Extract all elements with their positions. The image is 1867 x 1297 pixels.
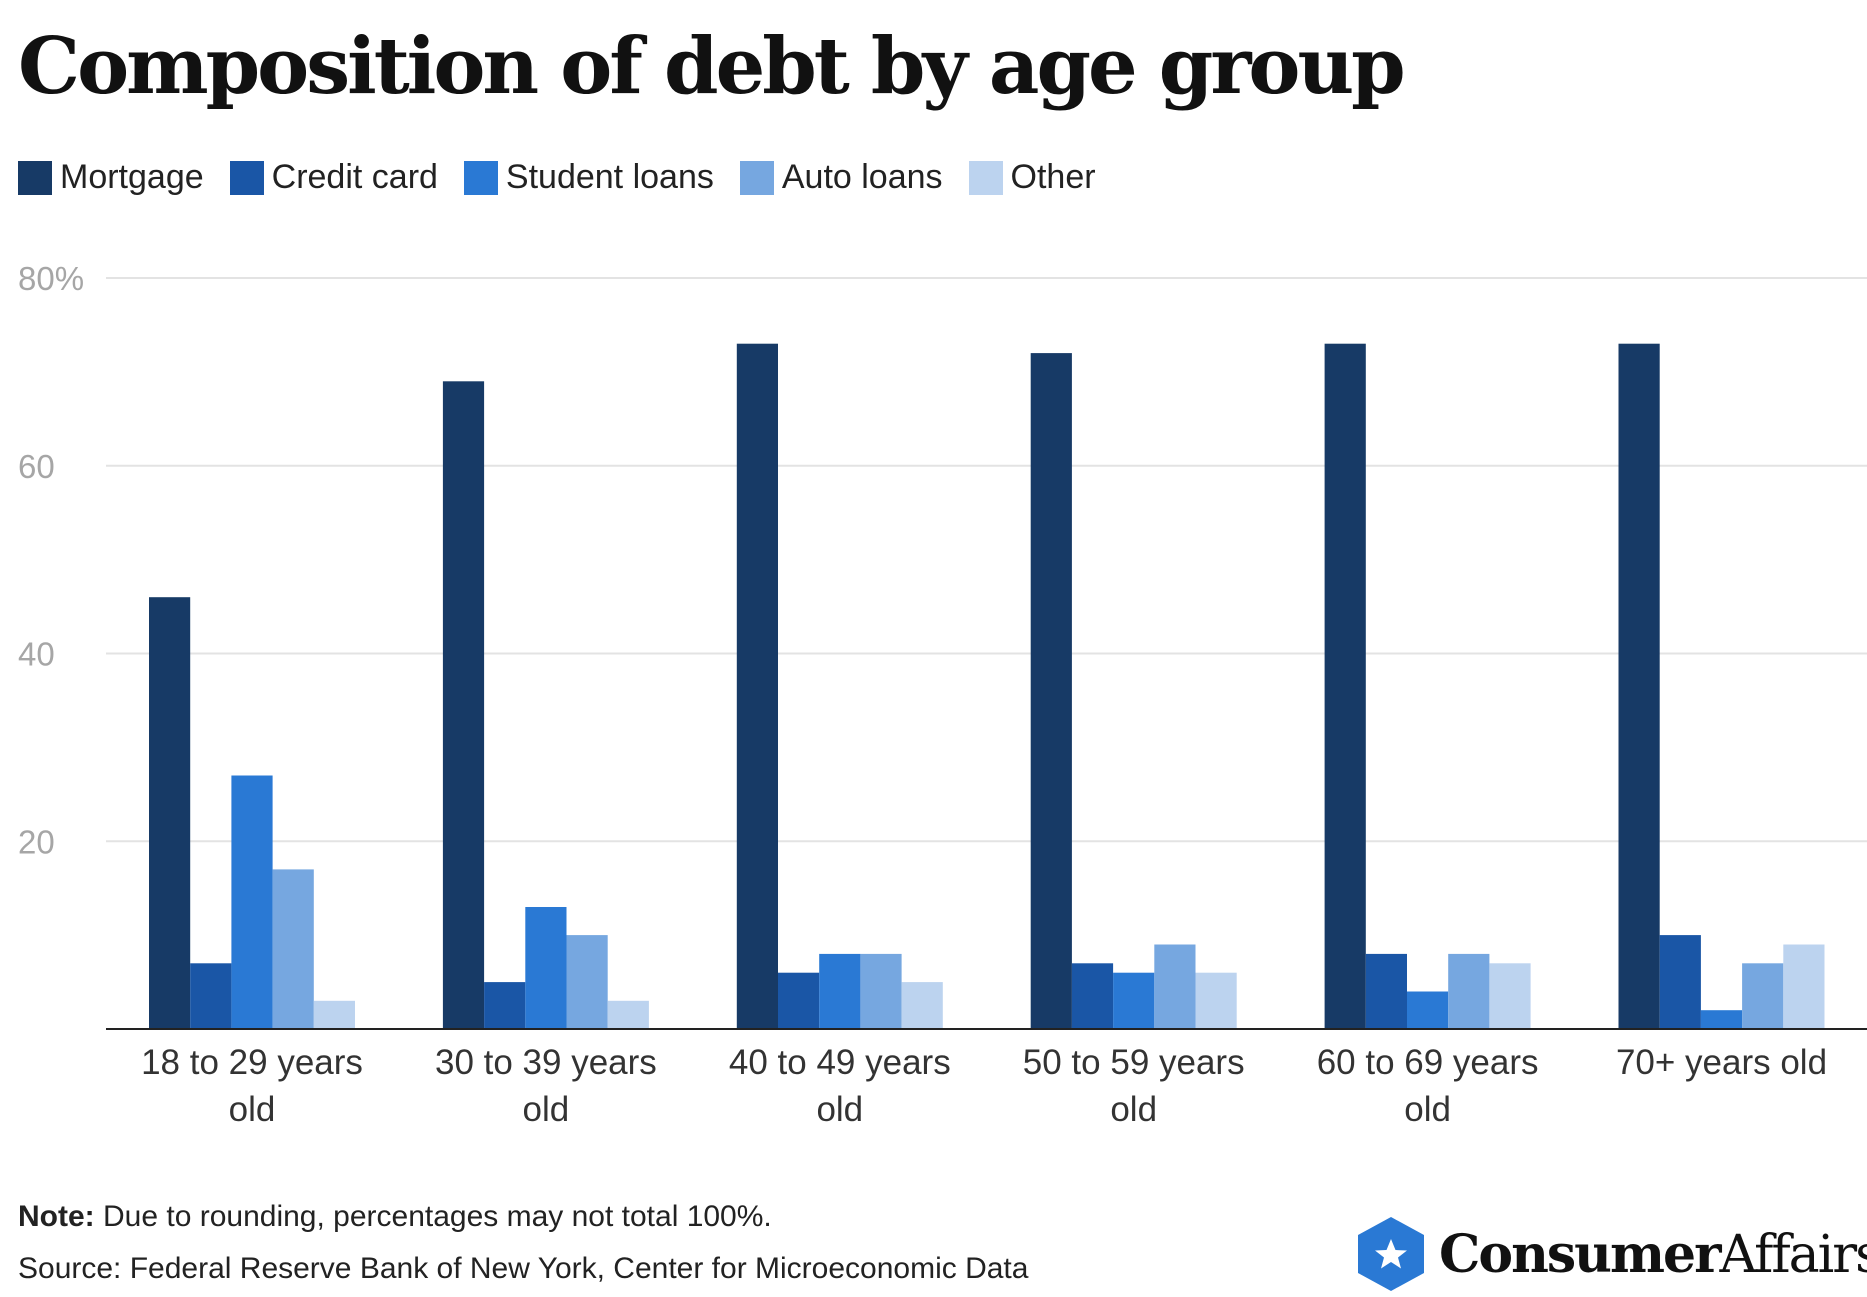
legend-label-credit-card: Credit card <box>271 158 438 196</box>
legend-item-credit-card: Credit card <box>229 158 438 197</box>
x-category-label: 50 to 59 years <box>1023 1043 1245 1082</box>
bar-mortgage <box>1324 343 1366 1029</box>
x-category-label: old <box>523 1090 570 1129</box>
bar-credit-card <box>484 982 526 1029</box>
legend-label-mortgage: Mortgage <box>60 158 204 196</box>
legend-item-student-loans: Student loans <box>463 158 714 197</box>
bar-mortgage <box>1618 343 1660 1029</box>
bar-student-loans <box>1113 972 1155 1029</box>
bar-credit-card <box>1659 935 1701 1029</box>
chart-title: Composition of debt by age group <box>18 21 1406 112</box>
bar-other <box>313 1000 355 1029</box>
x-category-label: 18 to 29 years <box>141 1043 363 1082</box>
x-category-label: old <box>816 1090 863 1129</box>
bar-student-loans <box>525 907 567 1029</box>
x-category-label: old <box>1110 1090 1157 1129</box>
x-category-label: 60 to 69 years <box>1317 1043 1539 1082</box>
note: Note: Due to rounding, percentages may n… <box>18 1200 772 1234</box>
y-tick-label: 40 <box>18 636 55 673</box>
x-category-label: old <box>1404 1090 1451 1129</box>
bar-auto-loans <box>860 953 902 1029</box>
bar-mortgage <box>1030 353 1072 1030</box>
bar-mortgage <box>149 597 191 1029</box>
legend-item-other: Other <box>968 158 1096 197</box>
note-text: Due to rounding, percentages may not tot… <box>94 1200 772 1233</box>
bar-auto-loans <box>272 869 314 1029</box>
x-category-label: 40 to 49 years <box>729 1043 951 1082</box>
bar-other <box>607 1000 649 1029</box>
bar-credit-card <box>1365 953 1407 1029</box>
bar-credit-card <box>190 963 232 1029</box>
bar-student-loans <box>231 775 273 1029</box>
bar-auto-loans <box>566 935 608 1029</box>
bar-credit-card <box>778 972 820 1029</box>
legend-item-auto-loans: Auto loans <box>739 158 943 197</box>
y-tick-label: 20 <box>18 823 55 860</box>
legend-swatch-auto-loans <box>739 160 774 195</box>
bar-student-loans <box>1407 991 1449 1029</box>
bar-other <box>1489 963 1531 1029</box>
bar-auto-loans <box>1742 963 1784 1029</box>
brand-name-regular: Affairs <box>1719 1224 1867 1285</box>
brand-logo: ConsumerAffairs <box>1355 1215 1867 1293</box>
legend: Mortgage Credit card Student loans Auto loa… <box>18 158 1122 197</box>
bar-student-loans <box>819 953 861 1029</box>
y-tick-label: 80% <box>18 260 84 297</box>
bar-other <box>1783 944 1825 1029</box>
bar-student-loans <box>1700 1010 1743 1029</box>
bar-mortgage <box>442 381 485 1029</box>
bar-other <box>1195 972 1237 1029</box>
bar-chart: 20 40 60 80% 18 to 29 years old 30 to 39 years… <box>18 260 1867 1129</box>
legend-label-other: Other <box>1010 158 1096 196</box>
legend-swatch-other <box>968 160 1003 195</box>
bar-auto-loans <box>1448 953 1490 1029</box>
bar-other <box>901 982 943 1029</box>
bar-credit-card <box>1071 963 1114 1029</box>
source: Source: Federal Reserve Bank of New York… <box>18 1252 1029 1285</box>
y-tick-label: 60 <box>18 448 55 485</box>
x-category-label: 30 to 39 years <box>435 1043 657 1082</box>
legend-label-auto-loans: Auto loans <box>781 158 943 196</box>
legend-item-mortgage: Mortgage <box>18 158 204 197</box>
bar-auto-loans <box>1154 944 1196 1029</box>
legend-swatch-student-loans <box>463 160 498 195</box>
brand-name: ConsumerAffairs <box>1439 1224 1867 1285</box>
x-category-label: 70+ years old <box>1616 1043 1827 1082</box>
star-hexagon-icon <box>1358 1217 1424 1291</box>
bar-mortgage <box>736 343 778 1029</box>
x-category-label: old <box>229 1090 276 1129</box>
legend-label-student-loans: Student loans <box>505 158 714 196</box>
brand-name-bold: Consumer <box>1439 1223 1721 1285</box>
legend-swatch-credit-card <box>229 160 264 195</box>
note-label: Note: <box>18 1200 95 1233</box>
legend-swatch-mortgage <box>18 160 52 195</box>
